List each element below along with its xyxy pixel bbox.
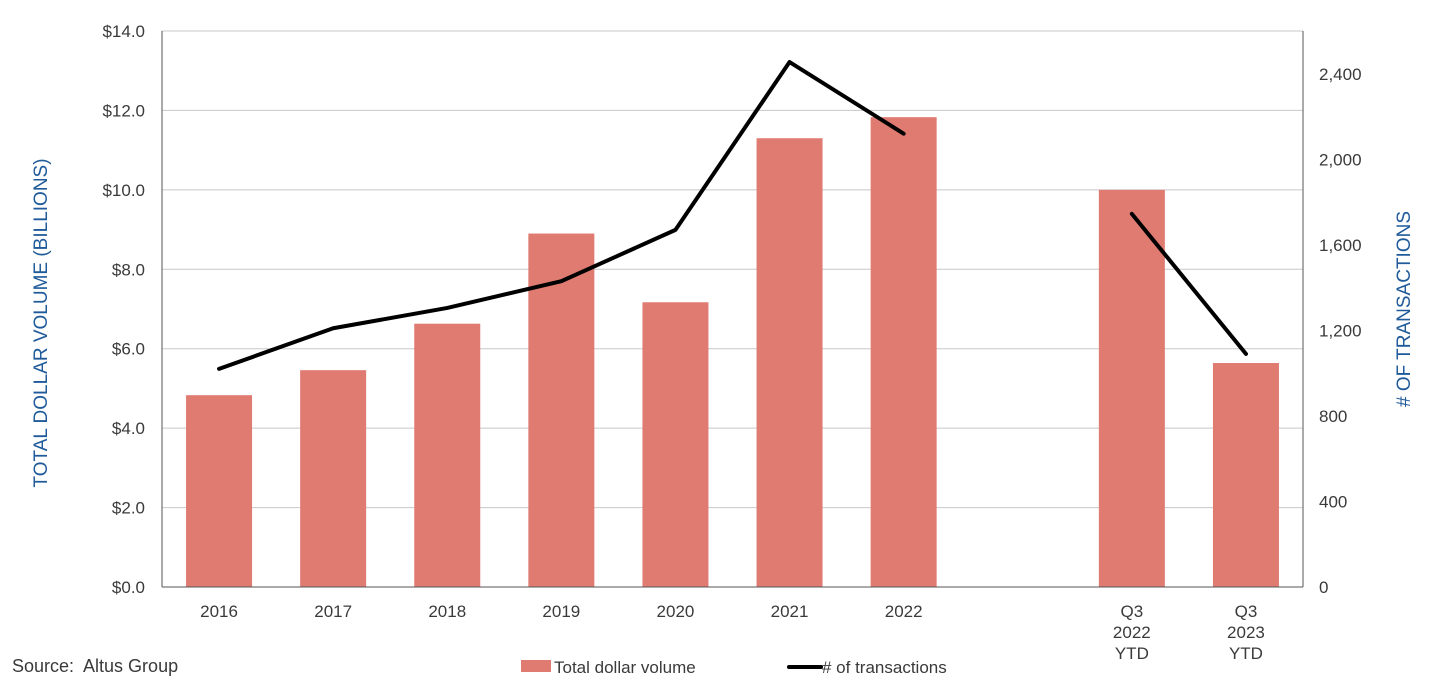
y-tick-label: $10.0 [102, 181, 145, 200]
y2-tick-label: 1,600 [1319, 236, 1362, 255]
bar [528, 233, 595, 588]
y2-tick-label: 2,000 [1319, 150, 1362, 169]
x-tick-label: 2022 [885, 602, 923, 621]
bar [870, 117, 937, 588]
y-tick-label: $0.0 [112, 578, 145, 597]
x-tick-label: 2020 [657, 602, 695, 621]
legend-label: Total dollar volume [554, 658, 696, 677]
y2-tick-label: 400 [1319, 492, 1347, 511]
transactions-line [1129, 211, 1248, 356]
bar [300, 370, 367, 587]
y-axis-title: TOTAL DOLLAR VOLUME (BILLIONS) [31, 158, 52, 487]
transactions-line [217, 60, 906, 371]
bar [756, 138, 823, 587]
source-note: Source: Altus Group [12, 656, 179, 676]
bar [414, 323, 481, 587]
bar [1098, 189, 1165, 587]
y-tick-label: $4.0 [112, 419, 145, 438]
legend-label: # of transactions [822, 658, 947, 677]
y-tick-label: $12.0 [102, 101, 145, 120]
x-tick-label: 2018 [428, 602, 466, 621]
y-tick-label: $6.0 [112, 340, 145, 359]
y2-tick-label: 0 [1319, 578, 1328, 597]
x-tick-label: 2019 [542, 602, 580, 621]
x-tick-label: Q3 2023 YTD [1227, 602, 1265, 663]
y2-tick-label: 2,400 [1319, 65, 1362, 84]
x-tick-label: 2021 [771, 602, 809, 621]
x-tick-label: 2017 [314, 602, 352, 621]
bar [642, 302, 709, 587]
y-tick-label: $14.0 [102, 22, 145, 41]
legend-swatch-bar [521, 660, 551, 672]
y-tick-label: $8.0 [112, 260, 145, 279]
y2-axis-title: # OF TRANSACTIONS [1394, 211, 1415, 407]
bar [1212, 363, 1279, 587]
x-tick-label: 2016 [200, 602, 238, 621]
y2-tick-label: 1,200 [1319, 321, 1362, 340]
x-tick-label: Q3 2022 YTD [1113, 602, 1151, 663]
bar [186, 395, 253, 587]
y2-tick-label: 800 [1319, 407, 1347, 426]
y-tick-label: $2.0 [112, 499, 145, 518]
